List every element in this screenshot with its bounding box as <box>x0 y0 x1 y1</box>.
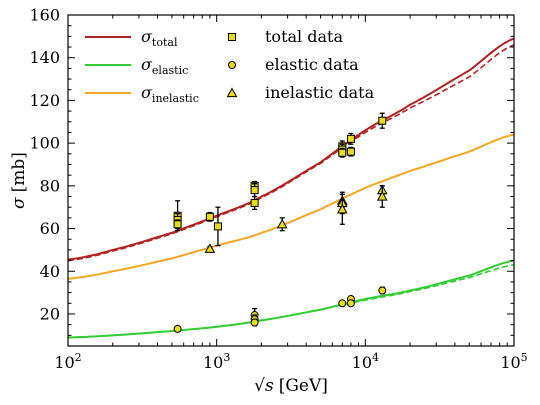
total-marker <box>205 212 214 221</box>
y-axis-label: σ[mb] <box>9 152 29 209</box>
elastic-marker <box>173 324 182 333</box>
y-tick-label: 60 <box>40 219 60 238</box>
svg-text:σtotal: σtotal <box>141 27 178 49</box>
total-marker <box>346 134 355 143</box>
legend-entry-inelastic-data: inelastic data <box>226 83 375 102</box>
total-marker <box>346 147 355 156</box>
total-marker <box>173 220 182 229</box>
total-marker <box>338 148 347 157</box>
y-tick-label: 80 <box>40 176 60 195</box>
total-marker <box>378 116 387 125</box>
legend-entry-inelastic: σinelastic <box>85 83 199 105</box>
y-tick-label: 140 <box>29 48 60 67</box>
total-marker <box>250 198 259 207</box>
y-tick-label: 160 <box>29 6 60 25</box>
svg-text:elastic data: elastic data <box>265 55 359 74</box>
axis-labels: √s [GeV] σ[mb] <box>9 152 328 396</box>
total-data-point <box>213 206 222 247</box>
total-marker <box>213 222 222 231</box>
curve-inelastic <box>67 133 515 280</box>
x-tick-label: 105 <box>500 351 527 372</box>
x-axis-label: √s [GeV] <box>254 376 328 396</box>
total-data-point <box>205 211 214 222</box>
curve-elastic <box>67 259 515 339</box>
elastic-data-point <box>338 299 347 308</box>
legend: σtotal σelastic σinelastic total data elasti… <box>85 27 375 105</box>
curve-total-alt <box>67 44 515 262</box>
legend-marker-total <box>228 33 236 41</box>
data-points <box>173 112 388 333</box>
plot-frame <box>67 14 515 347</box>
curve-total <box>67 37 515 261</box>
y-tick-label: 40 <box>40 262 60 281</box>
total-marker <box>250 186 259 195</box>
axes: 20 40 60 80 100 120 140 160 102 103 104 105 <box>29 6 527 373</box>
legend-entry-total-data: total data <box>228 27 343 46</box>
inelastic-data-point <box>336 193 348 225</box>
y-tick-label: 100 <box>29 134 60 153</box>
svg-text:σinelastic: σinelastic <box>141 83 199 105</box>
legend-entry-elastic-data: elastic data <box>228 55 359 74</box>
total-data-point <box>346 132 355 145</box>
inelastic-data-point <box>204 243 216 253</box>
svg-text:inelastic data: inelastic data <box>265 83 375 102</box>
svg-text:σelastic: σelastic <box>141 55 188 77</box>
inelastic-marker <box>376 190 388 201</box>
total-data-point <box>173 219 182 230</box>
elastic-data-point <box>346 299 355 308</box>
inelastic-data-point <box>276 217 288 232</box>
legend-marker-inelastic <box>226 87 238 98</box>
elastic-data-point <box>250 318 259 327</box>
total-data-point <box>378 112 387 129</box>
elastic-marker <box>338 299 347 308</box>
elastic-data-point <box>173 324 182 333</box>
inelastic-marker <box>336 203 348 214</box>
y-tick-label: 20 <box>40 304 60 323</box>
elastic-data-point <box>378 286 387 295</box>
legend-entry-elastic: σelastic <box>85 55 188 77</box>
x-tick-label: 104 <box>352 351 379 372</box>
inelastic-marker <box>204 243 216 253</box>
inelastic-marker <box>276 218 288 229</box>
elastic-marker <box>250 318 259 327</box>
total-data-point <box>250 195 259 210</box>
y-tick-label: 120 <box>29 91 60 110</box>
legend-entry-total: σtotal <box>85 27 178 49</box>
svg-text:total data: total data <box>265 27 343 46</box>
legend-marker-elastic <box>228 61 236 69</box>
model-curves <box>67 37 515 339</box>
total-data-point <box>346 146 355 157</box>
x-tick-label: 103 <box>203 351 230 372</box>
elastic-marker <box>346 299 355 308</box>
inelastic-data-point <box>376 185 388 208</box>
curve-elastic-alt <box>67 264 515 339</box>
total-data-point <box>338 147 347 158</box>
elastic-marker <box>378 286 387 295</box>
x-tick-label: 102 <box>54 351 81 372</box>
